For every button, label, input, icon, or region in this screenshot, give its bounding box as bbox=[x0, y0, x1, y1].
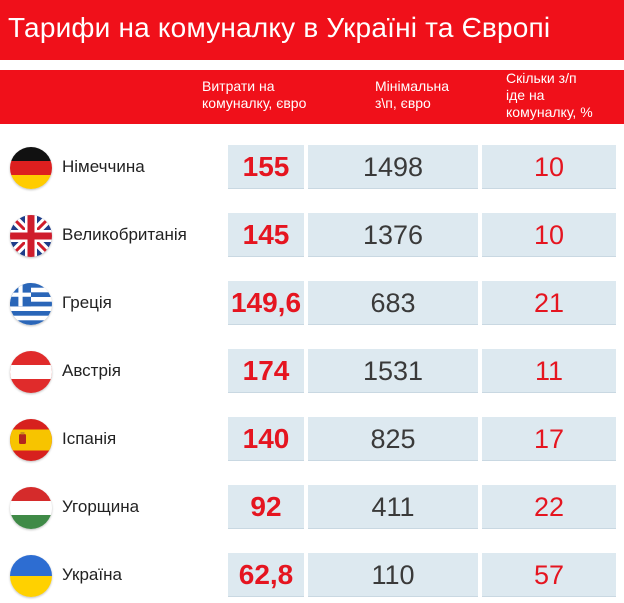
spend-value: 174 bbox=[242, 355, 290, 386]
uk-flag-icon bbox=[10, 215, 52, 257]
country-name: Греція bbox=[62, 293, 112, 312]
country-name: Великобританія bbox=[62, 225, 187, 244]
spain-flag-icon bbox=[10, 419, 52, 461]
min-wage-value: 1376 bbox=[362, 220, 424, 250]
min-wage-value: 825 bbox=[370, 424, 416, 454]
wage-cell bbox=[308, 553, 478, 597]
share-value: 57 bbox=[533, 560, 565, 590]
hungary-flag-icon bbox=[10, 487, 52, 529]
wage-cell bbox=[308, 213, 478, 257]
header-spend: Витрати на комуналку, євро bbox=[202, 78, 307, 111]
austria-flag-icon bbox=[10, 351, 52, 393]
spend-cell bbox=[228, 281, 304, 325]
table-row: Німеччина 155 1498 10 bbox=[0, 145, 624, 195]
share-value: 10 bbox=[533, 220, 565, 250]
spend-cell bbox=[228, 213, 304, 257]
header-min-wage: Мінімальна з\п, євро bbox=[375, 78, 450, 111]
share-value: 11 bbox=[534, 356, 564, 386]
share-cell bbox=[482, 417, 616, 461]
spend-value: 92 bbox=[250, 491, 282, 522]
wage-cell bbox=[308, 417, 478, 461]
share-cell bbox=[482, 485, 616, 529]
spend-cell bbox=[228, 349, 304, 393]
country-name: Іспанія bbox=[62, 429, 117, 448]
table-row: Україна 62,8 110 57 bbox=[0, 553, 624, 603]
table-row: Великобританія 145 1376 10 bbox=[0, 213, 624, 263]
wage-cell bbox=[308, 485, 478, 529]
header-share: Скільки з/п іде на комуналку, % bbox=[506, 70, 593, 120]
spend-value: 62,8 bbox=[238, 559, 294, 590]
table-row: Греція 149,6 683 21 bbox=[0, 281, 624, 331]
share-cell bbox=[482, 349, 616, 393]
share-cell bbox=[482, 145, 616, 189]
spend-value: 140 bbox=[242, 423, 290, 454]
share-value: 22 bbox=[533, 492, 565, 522]
spend-value: 155 bbox=[242, 151, 290, 182]
share-cell bbox=[482, 281, 616, 325]
spend-cell bbox=[228, 145, 304, 189]
spend-cell bbox=[228, 417, 304, 461]
spend-value: 149,6 bbox=[230, 287, 302, 318]
greece-flag-icon bbox=[10, 283, 52, 325]
min-wage-value: 110 bbox=[371, 560, 415, 590]
share-cell bbox=[482, 213, 616, 257]
table-row: Іспанія 140 825 17 bbox=[0, 417, 624, 467]
spend-cell bbox=[228, 485, 304, 529]
country-name: Угорщина bbox=[62, 497, 140, 516]
title-bar: Тарифи на комуналку в Україні та Європі bbox=[0, 0, 624, 60]
wage-cell bbox=[308, 145, 478, 189]
table-row: Австрія 174 1531 11 bbox=[0, 349, 624, 399]
min-wage-value: 683 bbox=[370, 288, 416, 318]
min-wage-value: 1531 bbox=[362, 356, 424, 386]
share-cell bbox=[482, 553, 616, 597]
min-wage-value: 1498 bbox=[362, 152, 424, 182]
page-title: Тарифи на комуналку в Україні та Європі bbox=[8, 12, 551, 43]
spend-value: 145 bbox=[242, 219, 290, 250]
wage-cell bbox=[308, 349, 478, 393]
share-value: 21 bbox=[533, 288, 565, 318]
germany-flag-icon bbox=[10, 147, 52, 189]
wage-cell bbox=[308, 281, 478, 325]
share-value: 17 bbox=[533, 424, 565, 454]
country-name: Австрія bbox=[62, 361, 121, 380]
ukraine-flag-icon bbox=[10, 555, 52, 597]
spend-cell bbox=[228, 553, 304, 597]
country-name: Україна bbox=[62, 565, 122, 584]
country-name: Німеччина bbox=[62, 157, 145, 176]
share-value: 10 bbox=[533, 152, 565, 182]
min-wage-value: 411 bbox=[371, 492, 415, 522]
table-row: Угорщина 92 411 22 bbox=[0, 485, 624, 535]
table-header: Витрати на комуналку, євро Мінімальна з\… bbox=[0, 70, 624, 124]
